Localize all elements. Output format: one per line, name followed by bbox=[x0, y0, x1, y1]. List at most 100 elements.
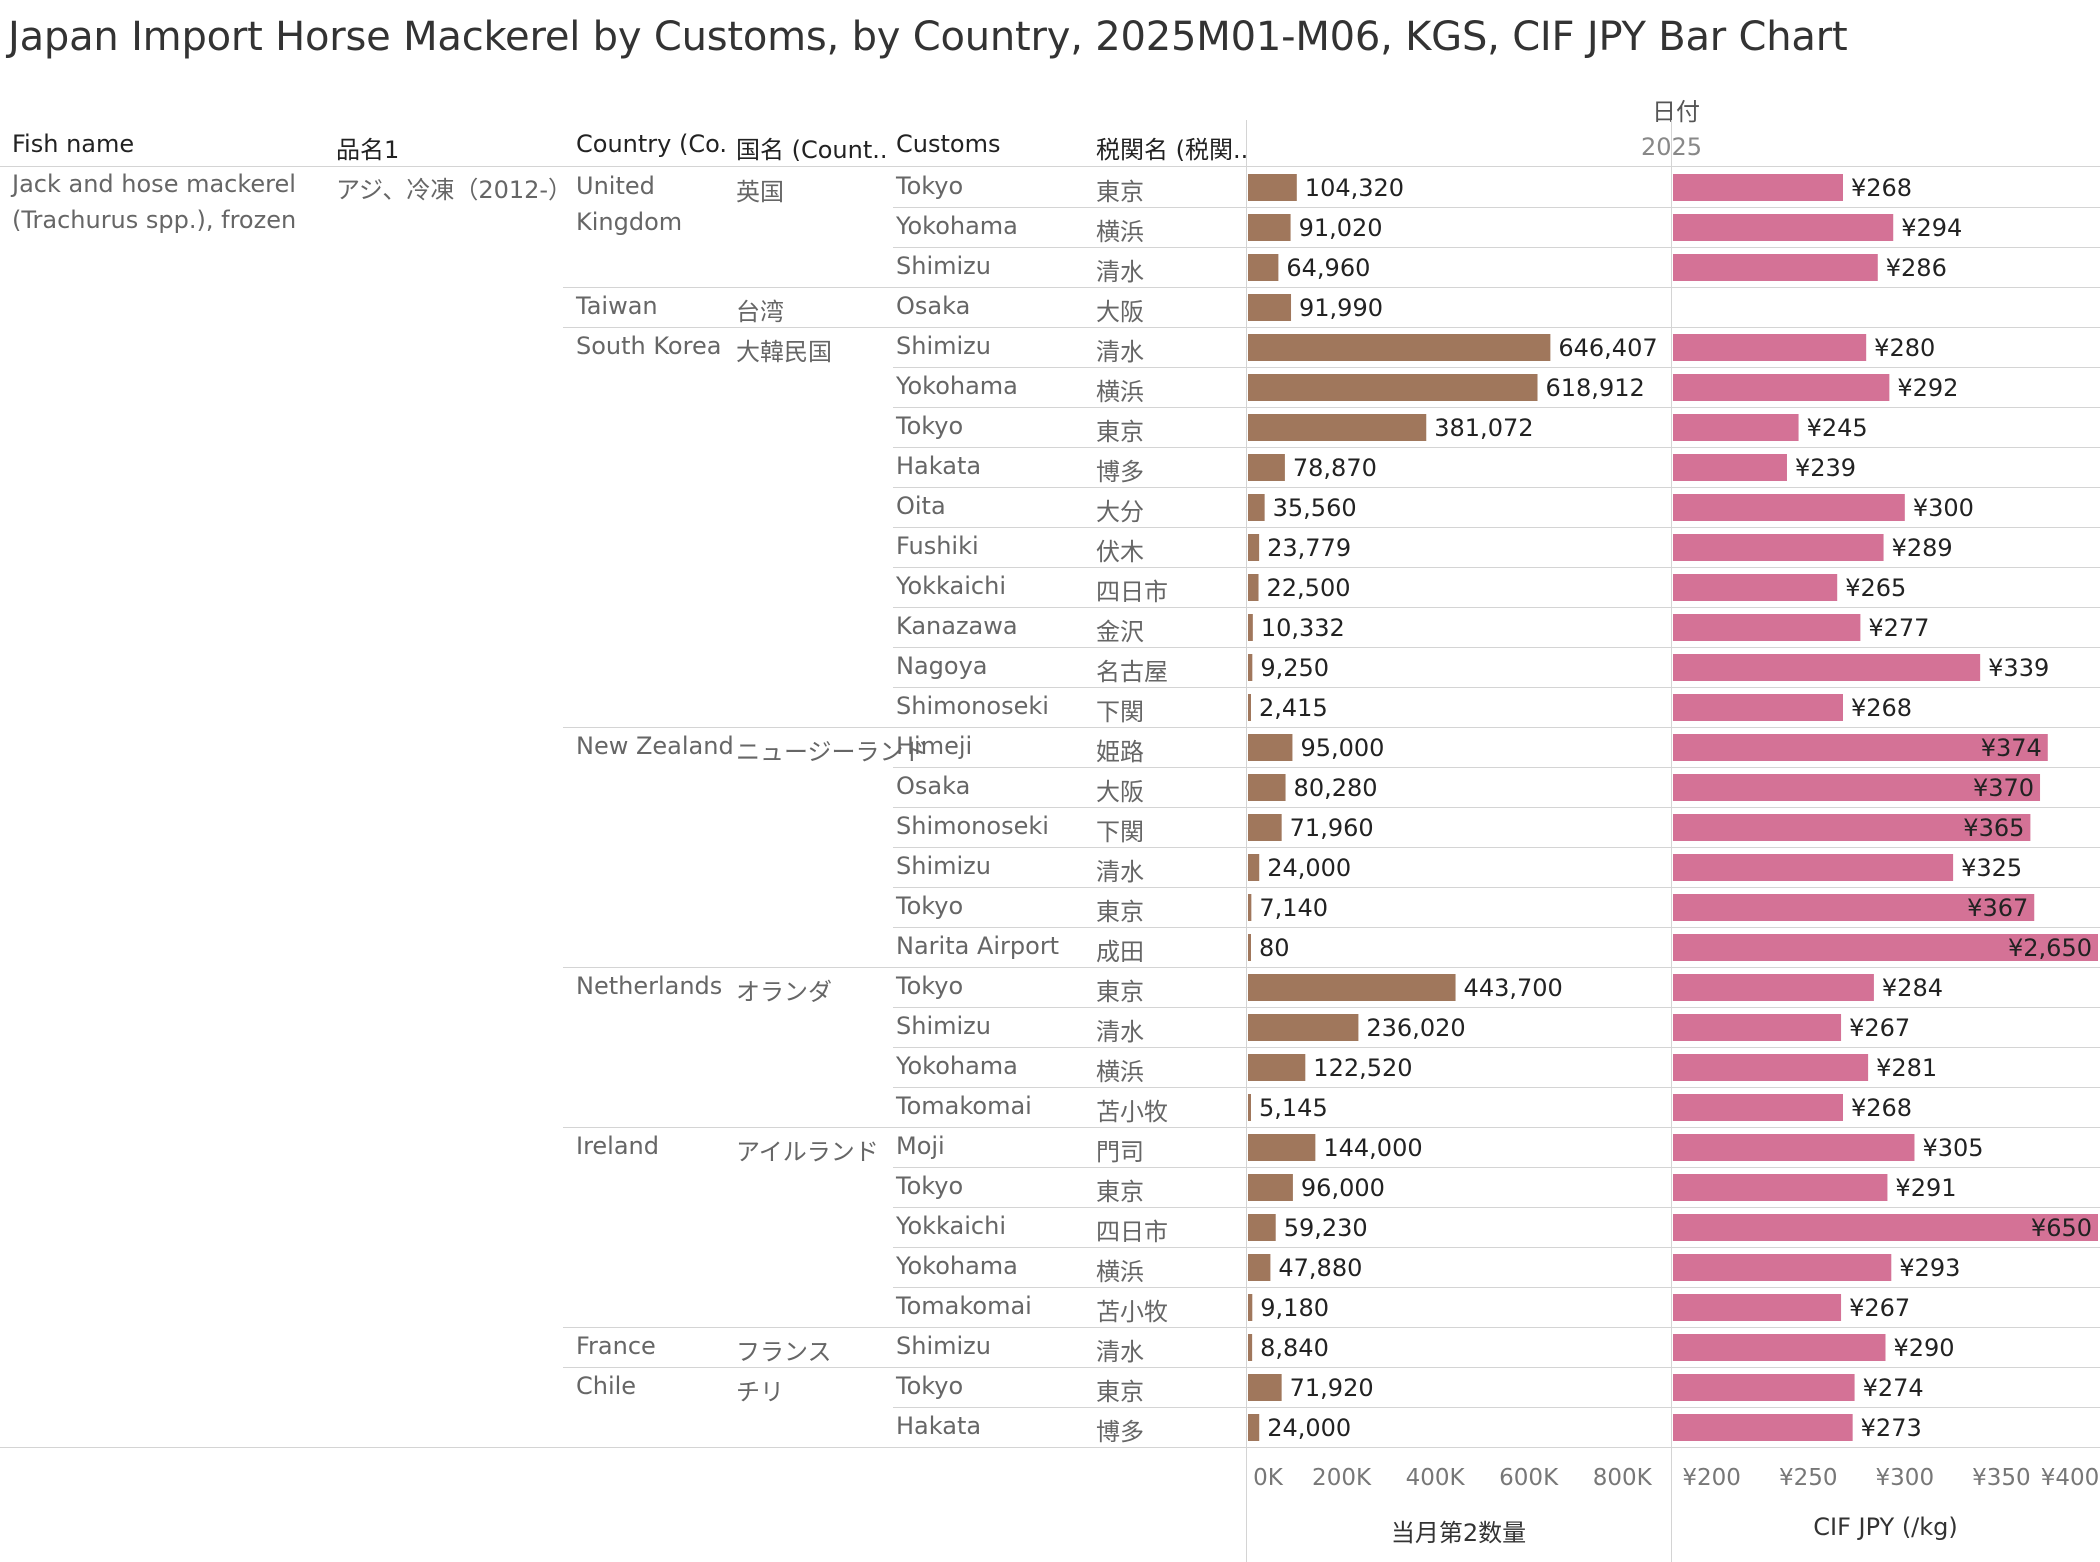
price-bar[interactable] bbox=[1673, 1174, 1888, 1201]
price-bar[interactable] bbox=[1673, 894, 2035, 921]
price-label[interactable]: ¥365 bbox=[1963, 814, 2024, 842]
quantity-bar[interactable] bbox=[1248, 1334, 1253, 1361]
price-label[interactable]: ¥305 bbox=[1922, 1134, 1983, 1162]
quantity-bar[interactable] bbox=[1248, 814, 1282, 841]
quantity-bar[interactable] bbox=[1248, 934, 1251, 961]
price-label[interactable]: ¥367 bbox=[1967, 894, 2028, 922]
quantity-label[interactable]: 80,280 bbox=[1294, 774, 1378, 802]
price-label[interactable]: ¥274 bbox=[1863, 1374, 1924, 1402]
quantity-bar[interactable] bbox=[1248, 294, 1292, 321]
quantity-label[interactable]: 122,520 bbox=[1313, 1054, 1412, 1082]
quantity-label[interactable]: 64,960 bbox=[1286, 254, 1370, 282]
quantity-label[interactable]: 236,020 bbox=[1366, 1014, 1465, 1042]
quantity-bar[interactable] bbox=[1248, 414, 1427, 441]
price-label[interactable]: ¥245 bbox=[1807, 414, 1868, 442]
price-bar[interactable] bbox=[1673, 494, 1905, 521]
price-label[interactable]: ¥239 bbox=[1795, 454, 1856, 482]
price-bar[interactable] bbox=[1673, 654, 1981, 681]
quantity-bar[interactable] bbox=[1248, 1294, 1253, 1321]
quantity-label[interactable]: 71,920 bbox=[1290, 1374, 1374, 1402]
price-label[interactable]: ¥2,650 bbox=[2008, 934, 2092, 962]
price-bar[interactable] bbox=[1673, 1294, 1842, 1321]
quantity-label[interactable]: 10,332 bbox=[1261, 614, 1345, 642]
price-bar[interactable] bbox=[1673, 1014, 1842, 1041]
quantity-label[interactable]: 80 bbox=[1259, 934, 1290, 962]
price-label[interactable]: ¥280 bbox=[1874, 334, 1935, 362]
quantity-label[interactable]: 23,779 bbox=[1267, 534, 1351, 562]
quantity-label[interactable]: 78,870 bbox=[1293, 454, 1377, 482]
price-label[interactable]: ¥267 bbox=[1849, 1014, 1910, 1042]
price-label[interactable]: ¥277 bbox=[1868, 614, 1929, 642]
quantity-bar[interactable] bbox=[1248, 1014, 1359, 1041]
price-label[interactable]: ¥267 bbox=[1849, 1294, 1910, 1322]
header-hinmei[interactable]: 品名1 bbox=[336, 136, 400, 164]
quantity-bar[interactable] bbox=[1248, 1174, 1293, 1201]
price-label[interactable]: ¥291 bbox=[1895, 1174, 1956, 1202]
quantity-label[interactable]: 24,000 bbox=[1267, 1414, 1351, 1442]
quantity-bar[interactable] bbox=[1248, 1414, 1260, 1441]
quantity-label[interactable]: 2,415 bbox=[1259, 694, 1328, 722]
quantity-label[interactable]: 5,145 bbox=[1259, 1094, 1328, 1122]
quantity-label[interactable]: 7,140 bbox=[1259, 894, 1328, 922]
price-bar[interactable] bbox=[1673, 1374, 1855, 1401]
price-bar[interactable] bbox=[1673, 374, 1890, 401]
quantity-bar[interactable] bbox=[1248, 694, 1251, 721]
quantity-bar[interactable] bbox=[1248, 1134, 1316, 1161]
price-label[interactable]: ¥650 bbox=[2031, 1214, 2092, 1242]
price-bar[interactable] bbox=[1673, 174, 1843, 201]
price-bar[interactable] bbox=[1673, 414, 1799, 441]
price-label[interactable]: ¥294 bbox=[1901, 214, 1962, 242]
quantity-bar[interactable] bbox=[1248, 1254, 1271, 1281]
price-label[interactable]: ¥273 bbox=[1861, 1414, 1922, 1442]
quantity-bar[interactable] bbox=[1248, 1094, 1251, 1121]
price-bar[interactable] bbox=[1673, 934, 2098, 961]
price-bar[interactable] bbox=[1673, 854, 1954, 881]
header-zeikan[interactable]: 税関名 (税関.. bbox=[1096, 136, 1246, 164]
price-bar[interactable] bbox=[1673, 1334, 1886, 1361]
price-bar[interactable] bbox=[1673, 334, 1867, 361]
price-bar[interactable] bbox=[1673, 214, 1894, 241]
quantity-label[interactable]: 9,250 bbox=[1260, 654, 1329, 682]
header-country[interactable]: Country (Co.. bbox=[576, 130, 726, 158]
quantity-label[interactable]: 8,840 bbox=[1260, 1334, 1329, 1362]
price-label[interactable]: ¥268 bbox=[1851, 174, 1912, 202]
quantity-bar[interactable] bbox=[1248, 534, 1260, 561]
price-label[interactable]: ¥265 bbox=[1845, 574, 1906, 602]
header-customs[interactable]: Customs bbox=[896, 130, 1001, 158]
price-bar[interactable] bbox=[1673, 694, 1843, 721]
quantity-bar[interactable] bbox=[1248, 1374, 1282, 1401]
price-bar[interactable] bbox=[1673, 774, 2041, 801]
quantity-bar[interactable] bbox=[1248, 734, 1293, 761]
price-bar[interactable] bbox=[1673, 454, 1787, 481]
quantity-label[interactable]: 59,230 bbox=[1284, 1214, 1368, 1242]
header-fish-name[interactable]: Fish name bbox=[12, 130, 135, 158]
quantity-bar[interactable] bbox=[1248, 774, 1286, 801]
price-bar[interactable] bbox=[1673, 734, 2048, 761]
quantity-label[interactable]: 95,000 bbox=[1300, 734, 1384, 762]
price-bar[interactable] bbox=[1673, 1094, 1843, 1121]
price-label[interactable]: ¥286 bbox=[1886, 254, 1947, 282]
quantity-bar[interactable] bbox=[1248, 614, 1253, 641]
price-label[interactable]: ¥325 bbox=[1961, 854, 2022, 882]
quantity-label[interactable]: 22,500 bbox=[1267, 574, 1351, 602]
quantity-bar[interactable] bbox=[1248, 854, 1260, 881]
quantity-label[interactable]: 144,000 bbox=[1323, 1134, 1422, 1162]
quantity-bar[interactable] bbox=[1248, 374, 1538, 401]
quantity-label[interactable]: 71,960 bbox=[1290, 814, 1374, 842]
quantity-bar[interactable] bbox=[1248, 174, 1297, 201]
quantity-label[interactable]: 47,880 bbox=[1278, 1254, 1362, 1282]
price-label[interactable]: ¥374 bbox=[1981, 734, 2042, 762]
price-label[interactable]: ¥268 bbox=[1851, 1094, 1912, 1122]
quantity-bar[interactable] bbox=[1248, 574, 1259, 601]
price-label[interactable]: ¥289 bbox=[1892, 534, 1953, 562]
price-label[interactable]: ¥268 bbox=[1851, 694, 1912, 722]
price-label[interactable]: ¥293 bbox=[1899, 1254, 1960, 1282]
quantity-label[interactable]: 91,990 bbox=[1299, 294, 1383, 322]
quantity-bar[interactable] bbox=[1248, 1214, 1276, 1241]
quantity-bar[interactable] bbox=[1248, 1054, 1306, 1081]
price-bar[interactable] bbox=[1673, 814, 2031, 841]
quantity-label[interactable]: 35,560 bbox=[1273, 494, 1357, 522]
quantity-label[interactable]: 96,000 bbox=[1301, 1174, 1385, 1202]
price-label[interactable]: ¥281 bbox=[1876, 1054, 1937, 1082]
quantity-bar[interactable] bbox=[1248, 214, 1291, 241]
